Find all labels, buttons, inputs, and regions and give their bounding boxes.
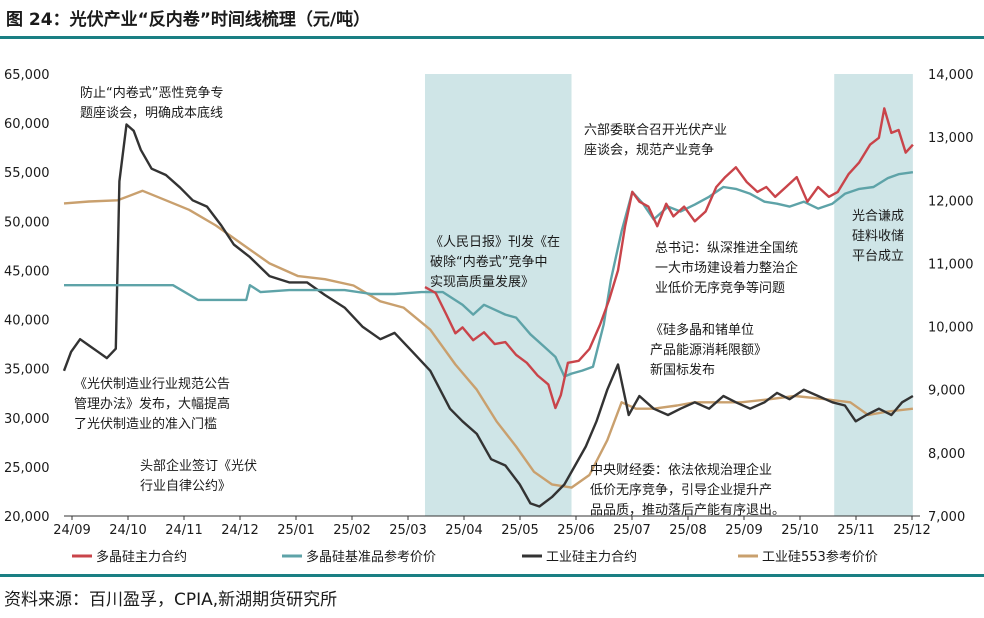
annotations: 防止“内卷式”恶性竞争专题座谈会，明确成本底线六部委联合召开光伏产业座谈会，规范… [74, 85, 904, 518]
series-polysilicon-main [424, 107, 914, 410]
annotation-line: 低价无序竞争，引导企业提升产 [590, 482, 772, 498]
x-tick-label: 25/06 [557, 523, 594, 538]
y-right-tick-label: 10,000 [928, 321, 974, 336]
y-right-tick-label: 7,000 [928, 510, 965, 525]
y-left-tick-label: 60,000 [4, 117, 50, 132]
annotation-line: 总书记：纵深推进全国统 [655, 240, 798, 256]
legend-label: 工业硅553参考价价 [762, 549, 878, 565]
legend-label: 工业硅主力合约 [546, 550, 637, 565]
y-right-tick-label: 13,000 [928, 131, 974, 146]
x-tick-label: 25/02 [333, 523, 370, 538]
x-tick-label: 25/03 [389, 523, 426, 538]
annotation-9: 中央财经委：依法依规治理企业低价无序竞争，引导企业提升产品品质，推动落后产能有序… [590, 462, 785, 518]
annotation-line: 新国标发布 [650, 362, 715, 378]
annotation-line: 品品质，推动落后产能有序退出。 [590, 503, 785, 518]
series-layer [62, 107, 914, 508]
y-right-tick-label: 12,000 [928, 194, 974, 209]
series-industrial-main [62, 123, 914, 508]
chart-axes: 20,000 25,000 30,000 35,000 40,000 45,000 50,0… [4, 68, 974, 538]
annotation-line: 头部企业签订《光伏 [140, 458, 257, 474]
annotation-line: 管理办法》发布，大幅提高 [74, 396, 230, 412]
x-tick-label: 25/05 [501, 523, 538, 538]
y-left-tick-label: 25,000 [4, 461, 50, 476]
y-left-tick-label: 40,000 [4, 314, 50, 329]
annotation-line: 六部委联合召开光伏产业 [584, 123, 727, 138]
x-tick-label: 25/11 [837, 523, 874, 538]
annotation-line: 《人民日报》刊发《在 [430, 234, 560, 250]
annotation-line: 光合谦成 [852, 209, 904, 224]
shaded-period-2 [834, 74, 913, 516]
top-rule [0, 36, 984, 39]
x-tick-label: 25/10 [781, 523, 818, 538]
y-right-tick-label: 9,000 [928, 384, 965, 399]
series-industrial-553 [63, 189, 914, 489]
series-polysilicon-ref [64, 171, 914, 378]
annotation-line: 业低价无序竞争等问题 [655, 280, 785, 296]
x-tick-label: 25/09 [725, 523, 762, 538]
shaded-periods [424, 74, 913, 516]
annotation-line: 平台成立 [852, 249, 904, 264]
x-tick-label: 25/04 [445, 523, 482, 538]
source-note: 资料来源：百川盈孚，CPIA,新湖期货研究所 [4, 590, 338, 610]
x-tick-label: 24/12 [221, 523, 258, 538]
y-left-tick-label: 65,000 [4, 68, 50, 83]
annotation-line: 防止“内卷式”恶性竞争专 [80, 85, 223, 101]
annotation-line: 题座谈会，明确成本底线 [80, 105, 223, 121]
annotation-line: 硅料收储 [852, 229, 904, 244]
y-left-tick-label: 50,000 [4, 215, 50, 230]
legend-item-4: 工业硅553参考价价 [738, 549, 878, 565]
x-tick-label: 25/01 [277, 523, 314, 538]
annotation-line: 行业自律公约》 [140, 479, 231, 494]
annotation-line: 破除“内卷式”竞争中 [430, 254, 547, 270]
annotation-line: 中央财经委：依法依规治理企业 [590, 462, 772, 478]
annotation-line: 了光伏制造业的准入门槛 [74, 416, 217, 432]
x-tick-label: 24/10 [109, 523, 146, 538]
y-right-tick-label: 8,000 [928, 447, 965, 462]
annotation-line: 产品能源消耗限额》 [650, 343, 767, 358]
y-left-tick-label: 45,000 [4, 264, 50, 279]
figure-title: 图 24：光伏产业“反内卷”时间线梳理（元/吨） [6, 10, 371, 30]
legend: 多晶硅主力合约 多晶硅基准品参考价价 工业硅主力合约 工业硅553参考价价 [72, 549, 878, 565]
timeline-chart: 20,000 25,000 30,000 35,000 40,000 45,000 50,0… [4, 68, 974, 565]
y-left-tick-label: 20,000 [4, 510, 50, 525]
y-right-tick-label: 14,000 [928, 68, 974, 83]
annotation-line: 《光伏制造业行业规范公告 [74, 377, 230, 392]
y-left-tick-label: 35,000 [4, 363, 50, 378]
y-left-tick-label: 30,000 [4, 412, 50, 427]
annotation-line: 实现高质量发展》 [430, 274, 534, 290]
x-tick-label: 24/09 [53, 523, 90, 538]
legend-item-3: 工业硅主力合约 [522, 550, 637, 565]
legend-item-2: 多晶硅基准品参考价价 [282, 549, 436, 565]
legend-label: 多晶硅基准品参考价价 [306, 549, 436, 565]
x-tick-label: 25/07 [613, 523, 650, 538]
x-tick-label: 24/11 [165, 523, 202, 538]
legend-item-1: 多晶硅主力合约 [72, 549, 187, 565]
x-tick-label: 25/08 [669, 523, 706, 538]
bottom-rule [0, 574, 984, 577]
annotation-line: 《硅多晶和锗单位 [650, 322, 754, 338]
x-tick-label: 25/12 [893, 523, 930, 538]
annotation-line: 一大市场建设着力整治企 [655, 260, 798, 276]
y-right-tick-label: 11,000 [928, 257, 974, 272]
legend-label: 多晶硅主力合约 [96, 549, 187, 565]
y-left-tick-label: 55,000 [4, 166, 50, 181]
annotation-line: 座谈会，规范产业竞争 [584, 142, 714, 158]
